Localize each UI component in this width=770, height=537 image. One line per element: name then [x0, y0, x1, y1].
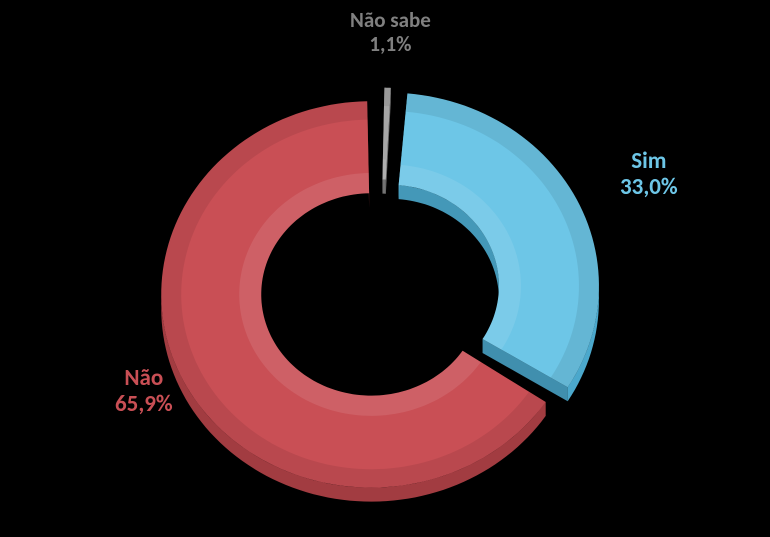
label-sim: Sim33,0%: [620, 148, 678, 201]
slice-edge-shade: [384, 88, 391, 107]
label-name: Sim: [620, 148, 678, 174]
donut-chart: Não sabe1,1% Sim33,0% Não65,9%: [0, 0, 770, 537]
donut-svg: [0, 0, 770, 537]
label-name: Não: [115, 365, 173, 391]
label-value: 65,9%: [115, 391, 173, 417]
label-nao_sabe: Não sabe1,1%: [350, 8, 431, 56]
label-name: Não sabe: [350, 8, 431, 32]
label-value: 1,1%: [350, 32, 431, 56]
label-nao: Não65,9%: [115, 365, 173, 418]
label-value: 33,0%: [620, 174, 678, 200]
slice-inner-wall: [382, 180, 385, 194]
